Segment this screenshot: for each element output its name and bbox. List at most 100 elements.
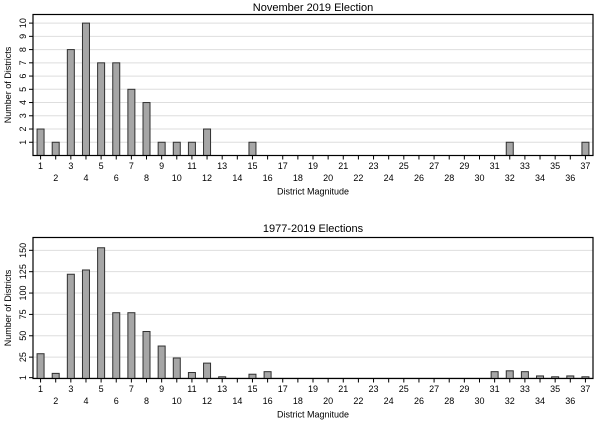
x-tick-label: 31: [490, 384, 500, 394]
bar-magnitude-12: [203, 128, 212, 157]
x-tick-label: 31: [490, 161, 500, 171]
x-tick-label: 35: [550, 384, 560, 394]
x-tick-label: 11: [187, 384, 196, 394]
x-tick-label: 3: [68, 161, 73, 171]
bar-magnitude-10: [172, 141, 181, 156]
bar-magnitude-33: [520, 371, 529, 379]
x-tick-label: 12: [202, 173, 212, 183]
x-tick-label: 29: [459, 384, 469, 394]
x-tick-label: 19: [308, 384, 318, 394]
y-tick-label: 100: [18, 286, 28, 301]
bar-magnitude-10: [172, 357, 181, 379]
bar-magnitude-5: [97, 247, 106, 379]
x-tick-label: 13: [217, 384, 227, 394]
chart-november-2019-election: 1234567891012345678910111213141516171819…: [3, 2, 594, 197]
x-tick-label: 6: [114, 173, 119, 183]
bar-magnitude-7: [127, 312, 136, 379]
x-tick-label: 15: [247, 384, 257, 394]
x-tick-label: 34: [535, 173, 545, 183]
x-tick-label: 5: [99, 384, 104, 394]
y-tick-label: 7: [18, 60, 28, 65]
x-tick-label: 22: [353, 173, 363, 183]
plot-area: [33, 14, 593, 156]
x-tick-label: 16: [263, 173, 273, 183]
y-tick-label: 8: [18, 47, 28, 52]
x-tick-label: 30: [474, 173, 484, 183]
x-tick-label: 1: [38, 161, 43, 171]
x-tick-label: 23: [369, 384, 379, 394]
bar-magnitude-5: [97, 62, 106, 156]
x-tick-label: 17: [278, 161, 288, 171]
x-tick-label: 6: [114, 396, 119, 406]
x-tick-label: 32: [505, 396, 515, 406]
bar-magnitude-32: [505, 141, 514, 156]
y-tick-label: 50: [18, 331, 28, 341]
bar-magnitude-16: [263, 371, 272, 379]
x-tick-label: 27: [429, 161, 439, 171]
bar-magnitude-6: [112, 62, 121, 156]
y-tick-label: 10: [18, 18, 28, 28]
x-tick-label: 2: [53, 396, 58, 406]
x-tick-label: 35: [550, 161, 560, 171]
x-tick-label: 25: [399, 161, 409, 171]
bar-magnitude-3: [66, 273, 75, 379]
bar-magnitude-15: [248, 373, 257, 380]
y-tick-label: 5: [18, 87, 28, 92]
bar-magnitude-7: [127, 88, 136, 156]
x-tick-label: 18: [293, 396, 303, 406]
bar-magnitude-2: [51, 141, 60, 156]
bar-magnitude-37: [581, 141, 590, 156]
x-tick-label: 33: [520, 384, 530, 394]
bar-magnitude-1: [36, 128, 45, 157]
x-tick-label: 12: [202, 396, 212, 406]
x-tick-label: 37: [580, 161, 590, 171]
x-tick-label: 23: [369, 161, 379, 171]
chart-title: 1977-2019 Elections: [263, 223, 364, 235]
x-tick-label: 26: [414, 396, 424, 406]
x-tick-label: 1: [38, 384, 43, 394]
x-tick-label: 33: [520, 161, 530, 171]
x-tick-label: 37: [580, 384, 590, 394]
bar-magnitude-11: [187, 372, 196, 380]
x-tick-label: 14: [232, 173, 242, 183]
x-tick-label: 20: [323, 173, 333, 183]
plot-area: [33, 237, 593, 379]
bar-magnitude-1: [36, 353, 45, 380]
x-tick-label: 10: [172, 396, 182, 406]
x-tick-label: 32: [505, 173, 515, 183]
bar-magnitude-3: [66, 49, 75, 156]
x-tick-label: 18: [293, 173, 303, 183]
x-tick-label: 7: [129, 384, 134, 394]
x-tick-label: 28: [444, 173, 454, 183]
x-tick-label: 25: [399, 384, 409, 394]
bar-magnitude-6: [112, 312, 121, 379]
y-axis-title: Number of Districts: [3, 46, 13, 123]
x-tick-label: 2: [53, 173, 58, 183]
x-tick-label: 21: [338, 384, 348, 394]
x-tick-label: 9: [159, 161, 164, 171]
x-tick-label: 10: [172, 173, 182, 183]
bar-magnitude-9: [157, 345, 166, 379]
bar-magnitude-15: [248, 141, 257, 156]
x-tick-label: 27: [429, 384, 439, 394]
x-tick-label: 3: [68, 384, 73, 394]
bar-magnitude-2: [51, 372, 60, 379]
x-tick-label: 8: [144, 173, 149, 183]
y-tick-label: 125: [18, 264, 28, 279]
y-tick-label: 4: [18, 100, 28, 105]
x-tick-label: 20: [323, 396, 333, 406]
x-tick-label: 24: [384, 173, 394, 183]
y-tick-label: 150: [18, 243, 28, 258]
y-tick-label: 25: [18, 352, 28, 362]
y-axis-title: Number of Districts: [3, 269, 13, 346]
x-tick-label: 8: [144, 396, 149, 406]
bar-magnitude-11: [187, 141, 196, 156]
bar-magnitude-8: [142, 102, 151, 156]
x-tick-label: 28: [444, 396, 454, 406]
bar-magnitude-4: [81, 22, 90, 156]
chart-title: November 2019 Election: [253, 2, 373, 14]
x-tick-label: 4: [83, 396, 88, 406]
bar-magnitude-8: [142, 331, 151, 379]
x-axis-title: District Magnitude: [277, 410, 349, 420]
x-tick-label: 30: [474, 396, 484, 406]
